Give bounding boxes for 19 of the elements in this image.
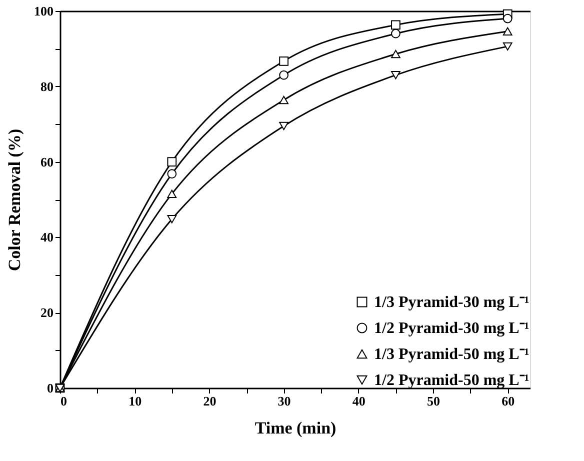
y-tick-label: 40 xyxy=(40,230,54,245)
x-tick-label: 20 xyxy=(203,394,216,408)
x-tick-label: 40 xyxy=(352,394,366,408)
y-tick-label: 20 xyxy=(40,305,54,320)
x-tick-label: 50 xyxy=(427,394,440,408)
x-tick-label: 0 xyxy=(60,394,67,408)
y-tick-label: 60 xyxy=(40,154,54,170)
y-tick-label: 100 xyxy=(34,4,54,18)
legend-label: 1/3 Pyramid-30 mg L⁻¹ xyxy=(374,294,530,311)
legend-label: 1/3 Pyramid-50 mg L⁻¹ xyxy=(374,346,530,363)
x-tick-label: 60 xyxy=(502,394,515,408)
y-tick-label: 80 xyxy=(40,78,54,94)
legend-label: 1/2 Pyramid-50 mg L⁻¹ xyxy=(374,372,530,389)
x-tick-label: 10 xyxy=(128,394,142,408)
x-axis-title: Time (min) xyxy=(254,418,336,438)
y-axis-title: Color Removal (%) xyxy=(5,128,24,272)
legend-label: 1/2 Pyramid-30 mg L⁻¹ xyxy=(374,320,530,337)
x-tick-label: 30 xyxy=(278,394,291,408)
y-tick-label: 0 xyxy=(47,380,54,396)
